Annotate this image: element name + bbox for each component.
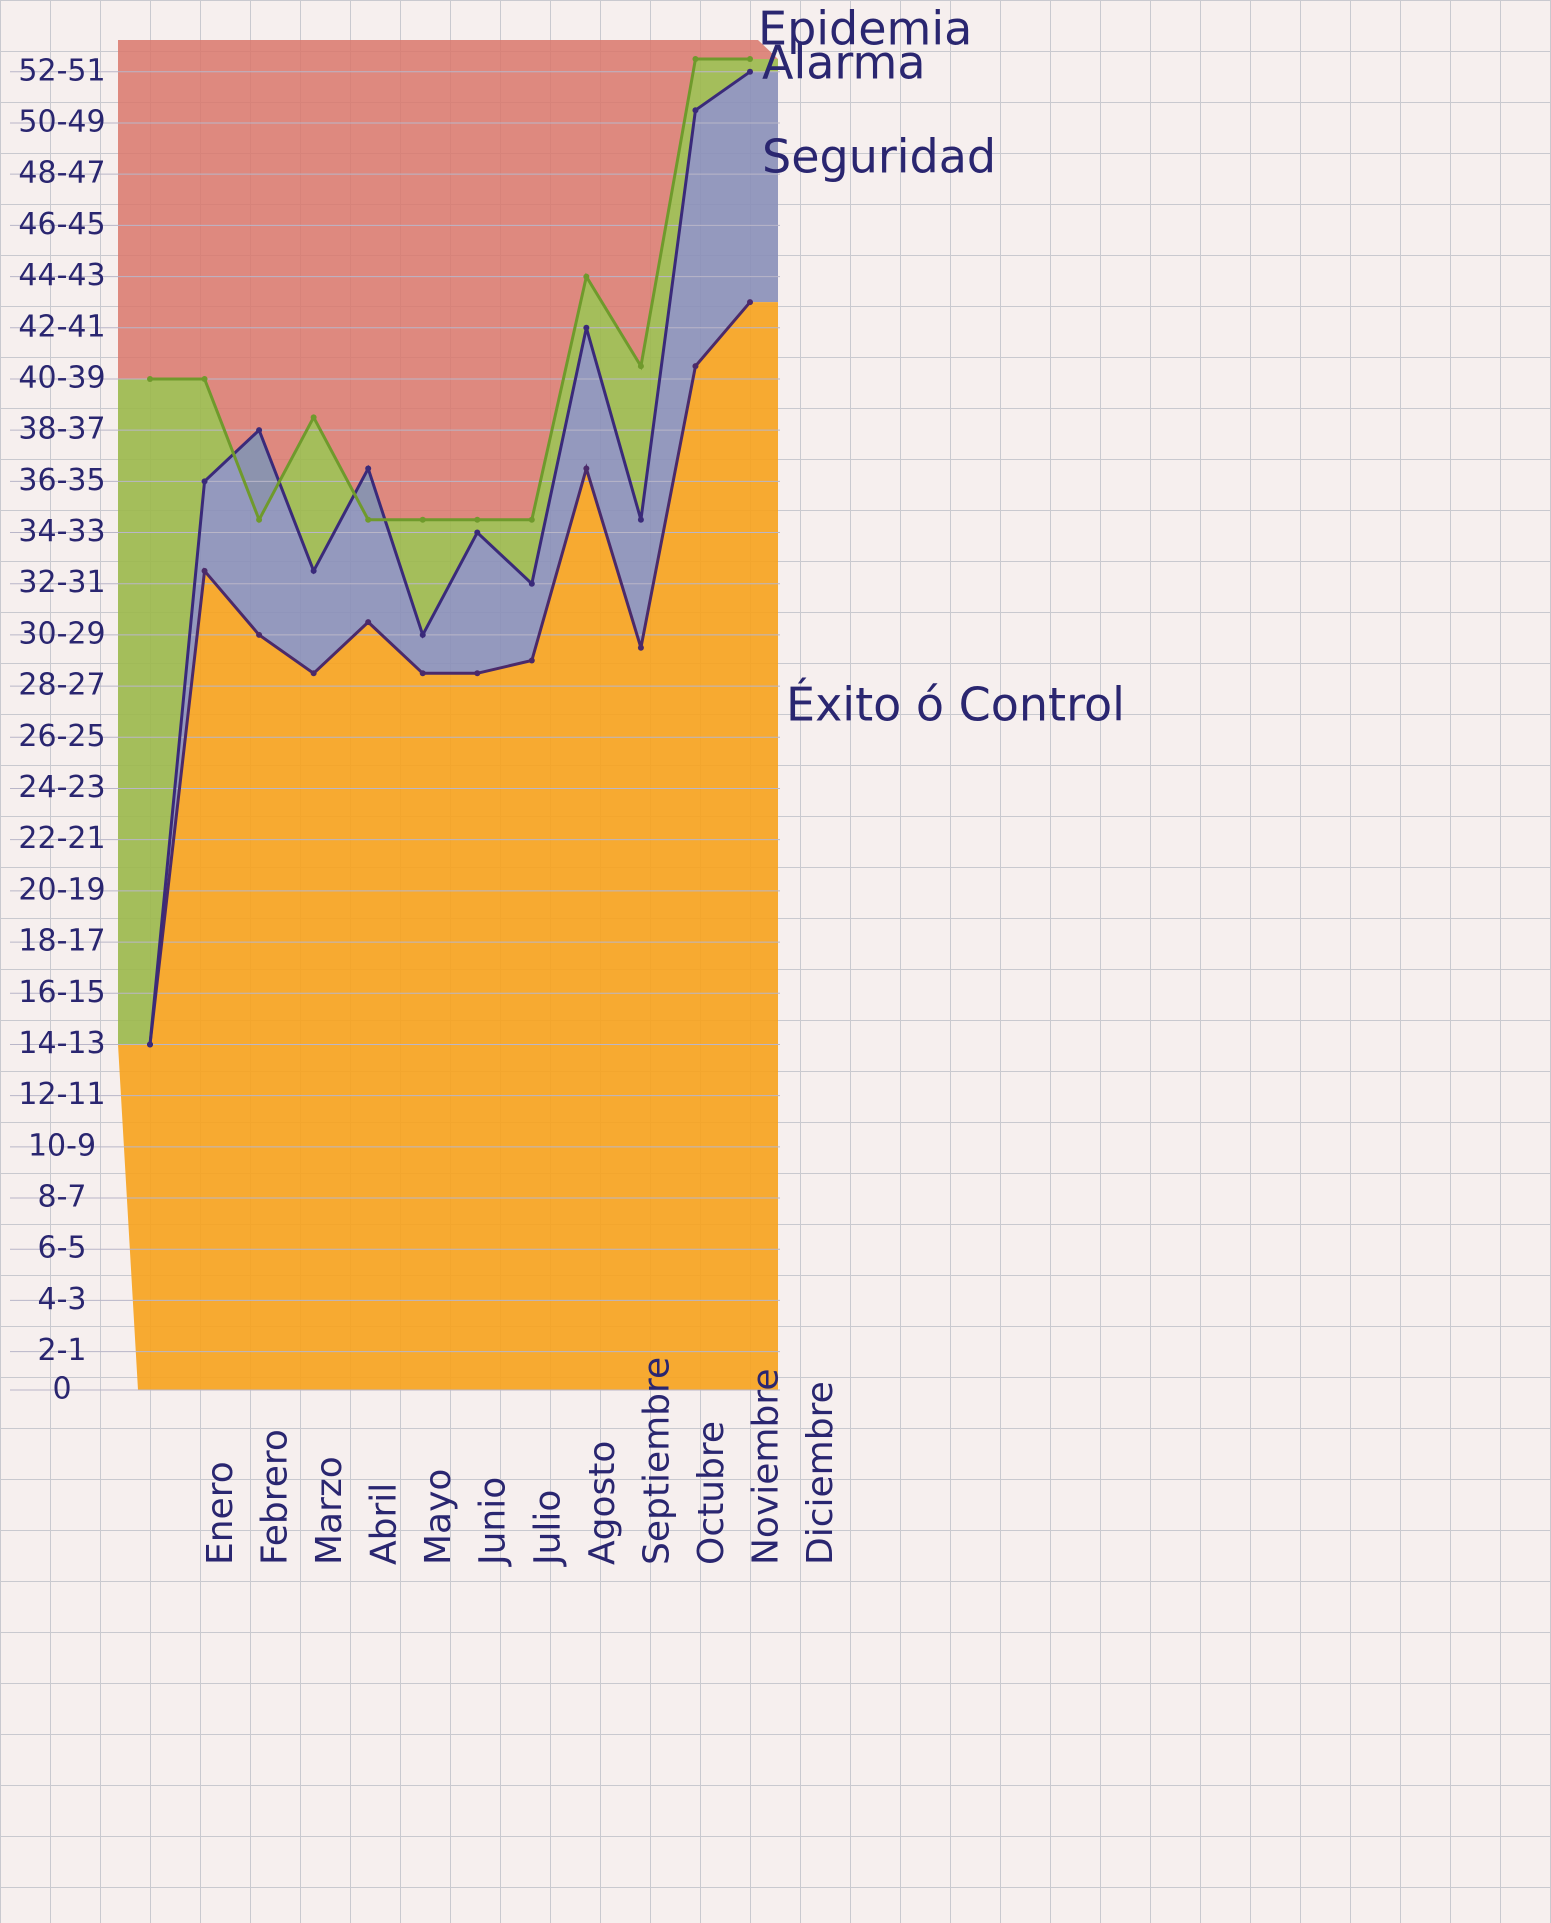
y-tick-label: 52-51 [18, 53, 105, 88]
point [637, 363, 644, 370]
point [474, 516, 481, 523]
point [256, 427, 263, 434]
point [310, 670, 317, 677]
series-line [148, 301, 752, 1045]
x-tick-label: Marzo [309, 1456, 350, 1565]
y-tick-label: 4-3 [38, 1282, 87, 1317]
zone-fill [118, 40, 778, 520]
point [419, 670, 426, 677]
y-tick-label: 2-1 [38, 1333, 87, 1368]
y-tick-label: 10-9 [28, 1128, 96, 1163]
point [692, 56, 699, 62]
y-tick-label: 32-31 [18, 565, 105, 600]
y-tick-label: 0 [52, 1372, 71, 1407]
y-tick-label: 30-29 [18, 616, 105, 651]
y-tick-label: 48-47 [18, 156, 105, 191]
y-tick-label: 34-33 [18, 514, 105, 549]
point [365, 465, 372, 472]
y-tick-label: 14-13 [18, 1026, 105, 1061]
legend-label: Éxito ó Control [786, 678, 1125, 732]
x-tick-label: Abril [364, 1483, 405, 1565]
x-tick-label: Septiembre [636, 1357, 677, 1565]
point [528, 580, 535, 587]
point [147, 1041, 153, 1048]
point [747, 68, 753, 75]
point [528, 657, 535, 664]
point [637, 644, 644, 651]
x-tick-label: Febrero [255, 1429, 296, 1565]
x-tick-label: Octubre [691, 1421, 732, 1565]
legend-label: Seguridad [762, 130, 996, 184]
point [747, 56, 753, 62]
y-tick-label: 8-7 [38, 1180, 87, 1215]
point [637, 516, 644, 523]
point [474, 529, 481, 536]
point [692, 107, 699, 114]
y-tick-label: 42-41 [18, 309, 105, 344]
x-tick-label: Diciembre [800, 1381, 841, 1565]
y-tick-label: 46-45 [18, 207, 105, 242]
x-tick-label: Agosto [582, 1441, 623, 1565]
point [583, 465, 590, 472]
y-tick-label: 36-35 [18, 463, 105, 498]
legend-label: Alarma [762, 36, 926, 90]
y-tick-label: 26-25 [18, 719, 105, 754]
y-tick-label: 28-27 [18, 668, 105, 703]
y-tick-label: 12-11 [18, 1077, 105, 1112]
zone-fill [118, 302, 778, 1390]
x-tick-label: Mayo [418, 1469, 459, 1565]
x-tick-label: Junio [473, 1477, 514, 1567]
point [583, 273, 590, 280]
point [310, 567, 317, 574]
series-line [150, 57, 750, 524]
y-tick-label: 44-43 [18, 258, 105, 293]
point [256, 631, 263, 638]
point [365, 619, 372, 626]
point [310, 414, 317, 421]
point [201, 375, 208, 382]
y-tick-label: 18-17 [18, 924, 105, 959]
point [528, 516, 535, 523]
x-tick-label: Enero [200, 1461, 241, 1565]
point [747, 299, 753, 306]
point [201, 567, 208, 574]
x-tick-label: Julio [527, 1490, 568, 1567]
point [583, 324, 590, 331]
y-tick-label: 16-15 [18, 975, 105, 1010]
point [201, 478, 208, 485]
x-tick-label: Noviembre [745, 1369, 786, 1566]
point [147, 375, 153, 382]
zone-fill [118, 59, 778, 1045]
y-tick-label: 22-21 [18, 821, 105, 856]
point [365, 516, 372, 523]
y-tick-label: 50-49 [18, 104, 105, 139]
series-line [148, 70, 751, 1045]
zone-label: Epidemia [758, 2, 972, 56]
y-tick-label: 20-19 [18, 872, 105, 907]
y-tick-label: 40-39 [18, 360, 105, 395]
point [256, 516, 263, 523]
point [474, 670, 481, 677]
y-tick-label: 6-5 [38, 1231, 87, 1266]
point [692, 363, 699, 370]
y-tick-label: 38-37 [18, 412, 105, 447]
zone-fill [118, 71, 778, 1045]
point [419, 516, 426, 523]
point [419, 631, 426, 638]
y-tick-label: 24-23 [18, 770, 105, 805]
